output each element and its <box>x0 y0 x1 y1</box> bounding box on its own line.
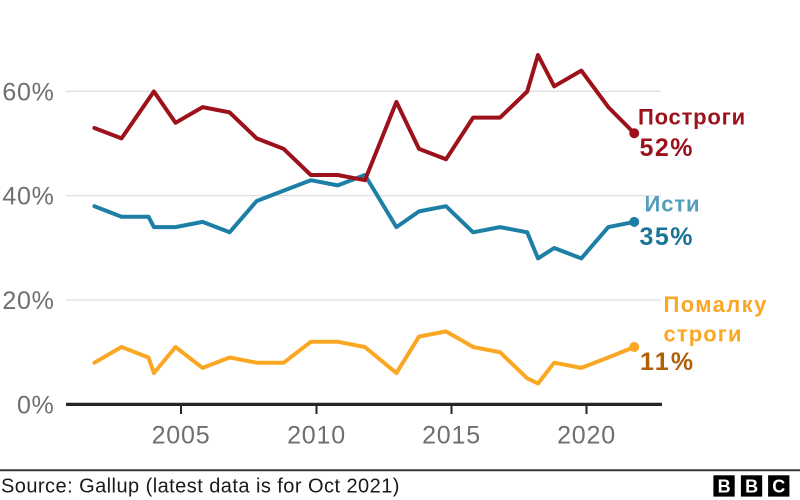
svg-text:52%: 52% <box>640 134 695 162</box>
svg-text:40%: 40% <box>2 183 54 211</box>
svg-text:2005: 2005 <box>152 422 211 450</box>
svg-text:11%: 11% <box>640 348 695 376</box>
svg-text:20%: 20% <box>2 287 54 315</box>
svg-text:2015: 2015 <box>422 422 481 450</box>
svg-text:Помалку: Помалку <box>664 292 768 317</box>
svg-text:60%: 60% <box>2 78 54 106</box>
svg-text:35%: 35% <box>640 223 695 251</box>
svg-text:0%: 0% <box>17 391 55 419</box>
svg-text:строги: строги <box>664 322 743 347</box>
svg-text:Построги: Построги <box>638 104 746 129</box>
svg-text:2010: 2010 <box>287 422 346 450</box>
svg-text:B: B <box>718 476 731 496</box>
svg-text:Исти: Исти <box>645 192 701 217</box>
svg-text:B: B <box>745 476 758 496</box>
svg-text:Source: Gallup (latest data is: Source: Gallup (latest data is for Oct 2… <box>1 476 400 498</box>
svg-text:C: C <box>772 476 785 496</box>
svg-text:2020: 2020 <box>557 422 616 450</box>
